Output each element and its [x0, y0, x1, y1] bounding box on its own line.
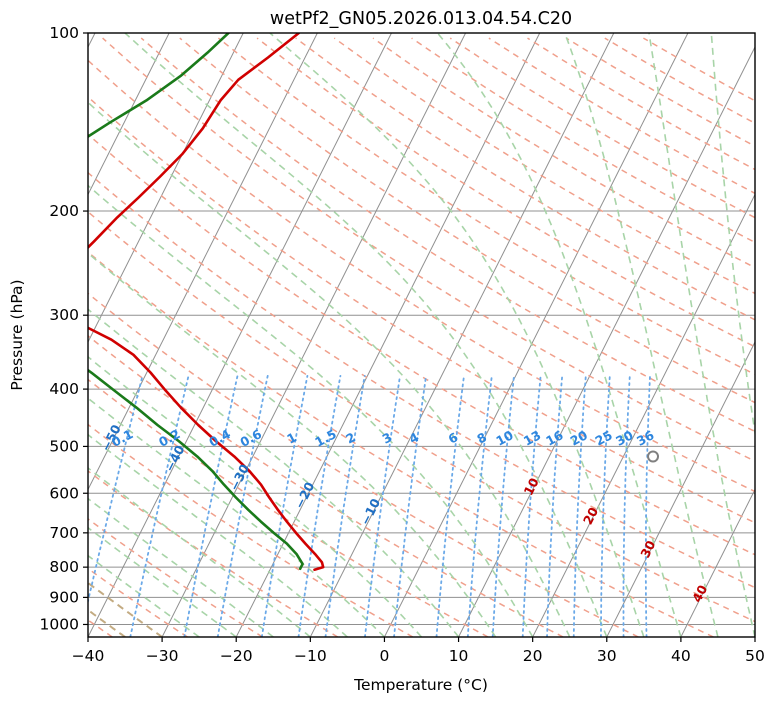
x-tick-label: −10 [294, 647, 327, 665]
x-tick-label: 30 [597, 647, 617, 665]
y-axis-label: Pressure (hPa) [8, 279, 26, 390]
temperature-curve [88, 33, 325, 571]
x-tick-label: 20 [523, 647, 543, 665]
moist-adiabat-line [564, 33, 719, 637]
x-axis-label: Temperature (°C) [353, 676, 488, 694]
dewpoint-curve [88, 33, 304, 571]
dry-adiabat-line [88, 251, 714, 637]
isotherm-label-warm: 40 [689, 582, 710, 605]
isotherm-label-warm: 10 [521, 475, 542, 498]
isotherm-line [606, 340, 755, 637]
isotherm-label-warm: 20 [580, 504, 601, 527]
plot-frame [87, 32, 756, 638]
mixing-ratio-line [260, 375, 309, 637]
mixing-ratio-line [88, 375, 144, 605]
isotherm-line [161, 33, 467, 637]
moist-adiabat-line [88, 308, 460, 637]
y-tick-label: 700 [49, 524, 79, 542]
y-tick-label: 200 [49, 202, 79, 220]
isotherm-label-warm: 30 [637, 538, 658, 561]
mixing-ratio-label: 36 [634, 427, 657, 449]
y-tick-label: 900 [49, 588, 79, 606]
moist-adiabat-line [88, 355, 423, 637]
mixing-ratio-line [644, 375, 651, 637]
x-tick-label: −30 [146, 647, 179, 665]
mixing-ratio-line [572, 375, 587, 637]
dry-adiabat-line [179, 37, 755, 404]
mixing-ratio-line [546, 375, 564, 637]
moist-adiabat-line [88, 184, 534, 637]
moist-adiabat-line [88, 397, 385, 637]
y-tick-label: 300 [49, 306, 79, 324]
y-tick-label: 800 [49, 558, 79, 576]
x-tick-label: 0 [380, 647, 390, 665]
moist-adiabat-line [648, 33, 755, 637]
y-tick-label: 500 [49, 437, 79, 455]
isotherm-line [680, 488, 755, 637]
dry-adiabat-line [88, 171, 755, 589]
dry-adiabat-line [88, 423, 414, 637]
isotherm-line [235, 33, 541, 637]
mixing-ratio-line [521, 375, 542, 637]
moist-adiabat-line [88, 252, 497, 637]
dry-adiabat-line [88, 518, 263, 637]
mixing-ratio-line [183, 375, 239, 637]
dry-adiabat-line [217, 37, 755, 376]
moist-adiabat-line [88, 466, 311, 637]
moist-adiabat-line [269, 33, 645, 637]
isotherm-line [88, 33, 318, 491]
dry-adiabat-line [256, 37, 755, 348]
mixing-ratio-line [216, 375, 269, 637]
x-tick-label: −20 [220, 647, 253, 665]
dry-adiabat-line [88, 334, 564, 637]
dry-adiabat-line [88, 133, 755, 556]
x-tick-label: −40 [72, 647, 105, 665]
page-title: wetPf2_GN05.2026.013.04.54.C20 [270, 9, 572, 29]
dry-adiabat-line [295, 37, 755, 321]
mixing-ratio-line [600, 375, 611, 637]
data-curves-layer [88, 33, 660, 571]
dry-adiabat-line [140, 37, 755, 433]
mixing-ratio-label: 25 [592, 427, 614, 448]
mixing-ratio-label: 10 [493, 427, 516, 449]
isotherm-line [383, 33, 689, 637]
y-tick-label: 600 [49, 484, 79, 502]
mixing-ratio-label: 16 [543, 427, 566, 449]
isotherm-line [532, 193, 755, 637]
mixing-ratio-line [324, 375, 366, 637]
mixing-ratio-line [622, 375, 631, 637]
moist-adiabat-line [710, 33, 755, 438]
y-tick-label: 1000 [40, 615, 79, 633]
parcel-marker[interactable] [647, 450, 660, 463]
moist-adiabat-line [436, 33, 682, 637]
x-tick-label: 50 [745, 647, 765, 665]
x-tick-label: 10 [449, 647, 469, 665]
y-tick-label: 400 [49, 380, 79, 398]
moist-adiabat-line [88, 101, 571, 637]
isotherm-line [88, 33, 244, 344]
mixing-ratio-label: 30 [613, 427, 636, 449]
dry-adiabat-line [88, 378, 489, 637]
x-tick-label: 40 [671, 647, 691, 665]
dry-adiabat-line [333, 37, 755, 295]
dry-adiabat-line [88, 210, 755, 623]
isotherm-line [458, 45, 755, 637]
mixing-ratio-line [297, 375, 342, 637]
grid-layer [88, 33, 755, 637]
mixing-ratio-label: 20 [568, 427, 591, 449]
mixing-ratio-label: 13 [521, 427, 543, 448]
moist-adiabat-line [124, 33, 608, 637]
dry-adiabat-line [88, 292, 639, 637]
y-tick-label: 100 [49, 24, 79, 42]
mixing-ratio-line [129, 375, 190, 637]
isotherm-line [88, 33, 170, 196]
moist-adiabat-line [88, 433, 348, 637]
